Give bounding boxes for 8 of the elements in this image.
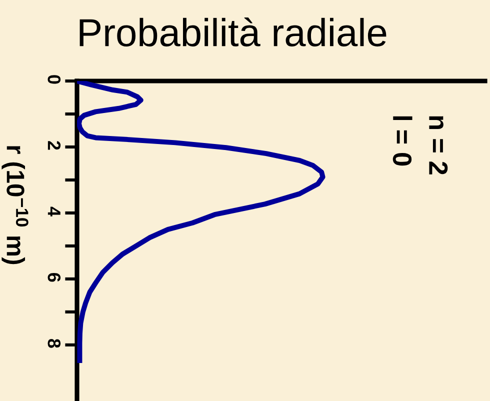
y-tick-label: 2 xyxy=(48,141,61,150)
y-tick-label: 0 xyxy=(48,75,61,84)
y-axis-title: r (10$^{−10}$ m) xyxy=(2,146,28,264)
y-tick-label: 4 xyxy=(48,206,60,216)
text: n = 2 l = 0 xyxy=(392,116,448,174)
y-tick-label: 6 xyxy=(48,273,61,282)
chart-title: Probabilità radiale xyxy=(80,17,386,46)
y-tick-label: 8 xyxy=(48,338,61,348)
